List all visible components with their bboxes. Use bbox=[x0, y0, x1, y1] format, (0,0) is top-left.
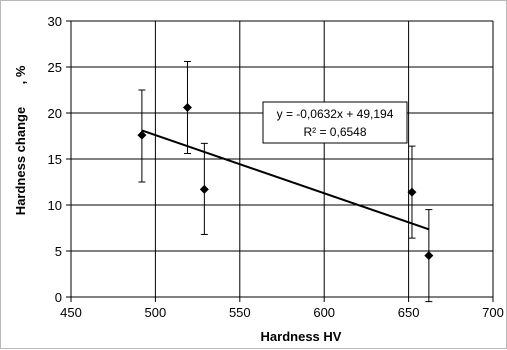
y-tick-label-5: 25 bbox=[48, 60, 62, 75]
trendline-r2: R² = 0,6548 bbox=[303, 125, 366, 139]
y-tick-label-3: 15 bbox=[48, 152, 62, 167]
x-tick-label-3: 600 bbox=[313, 305, 335, 320]
y-axis-label-unit: , % bbox=[13, 65, 28, 84]
y-tick-label-6: 30 bbox=[48, 14, 62, 29]
y-tick-label-1: 5 bbox=[55, 244, 62, 259]
y-axis-label: Hardness change , % bbox=[13, 65, 28, 215]
data-point-1 bbox=[182, 102, 192, 112]
y-tick-labels: 0 5 10 15 20 25 30 bbox=[48, 14, 62, 305]
x-axis-label: Hardness HV bbox=[261, 329, 342, 344]
y-tick-label-4: 20 bbox=[48, 106, 62, 121]
error-bars bbox=[138, 60, 433, 303]
trendline bbox=[141, 129, 430, 231]
data-point-0 bbox=[137, 130, 147, 140]
equation-box-border bbox=[262, 101, 408, 144]
trendline-equation-box: y = -0,0632x + 49,194 R² = 0,6548 bbox=[262, 101, 408, 144]
data-point-4 bbox=[424, 251, 434, 261]
x-tick-label-2: 550 bbox=[229, 305, 251, 320]
x-tick-label-4: 650 bbox=[398, 305, 420, 320]
x-tick-label-5: 700 bbox=[482, 305, 504, 320]
trendline-equation: y = -0,0632x + 49,194 bbox=[277, 107, 394, 121]
trendline-group bbox=[141, 129, 430, 231]
y-tick-label-0: 0 bbox=[55, 290, 62, 305]
y-tick-label-2: 10 bbox=[48, 198, 62, 213]
data-point-2 bbox=[199, 184, 209, 194]
x-tick-label-1: 500 bbox=[145, 305, 167, 320]
x-tick-labels: 450 500 550 600 650 700 bbox=[60, 305, 504, 320]
y-axis-label-main: Hardness change bbox=[13, 107, 28, 215]
data-point-3 bbox=[407, 187, 417, 197]
data-markers bbox=[137, 102, 434, 261]
x-tick-label-0: 450 bbox=[60, 305, 82, 320]
